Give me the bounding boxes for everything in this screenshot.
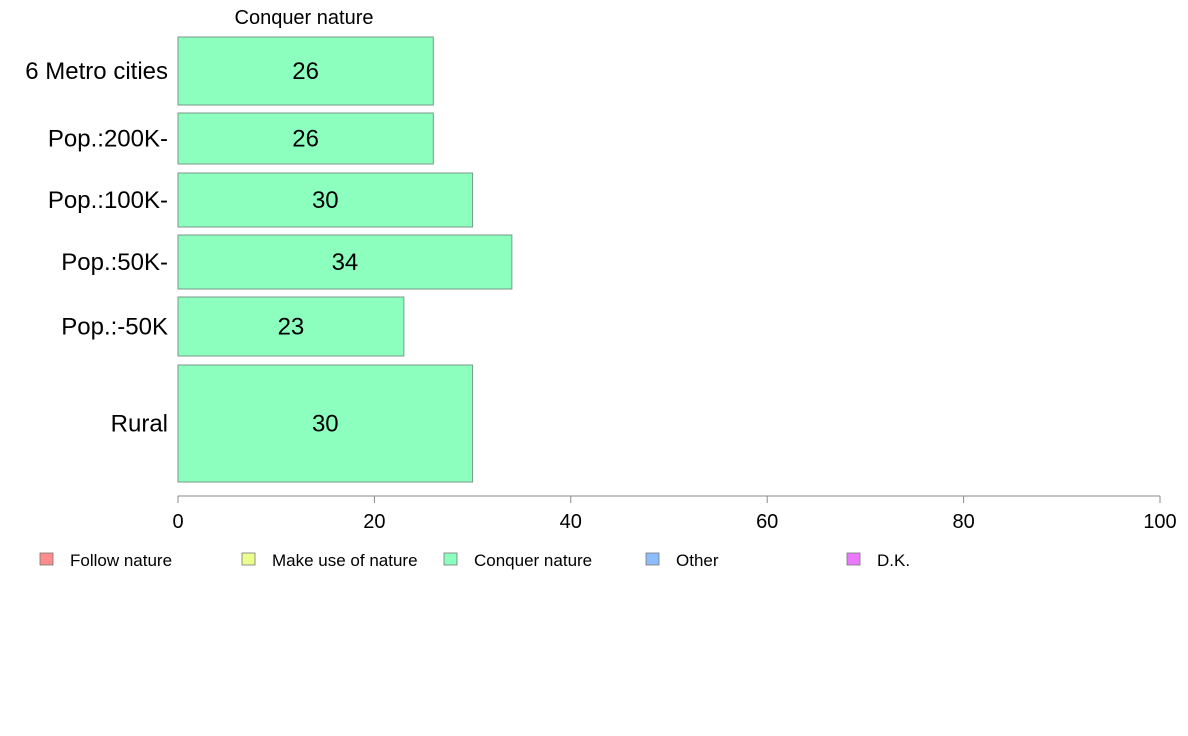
bar xyxy=(177,364,474,483)
x-tick-label: 60 xyxy=(756,511,778,533)
category-label: Pop.:-50K xyxy=(61,314,168,341)
legend-label: Conquer nature xyxy=(474,551,592,570)
bar xyxy=(177,112,434,165)
bar-value-label: 34 xyxy=(332,249,359,276)
legend-swatch xyxy=(846,552,861,566)
category-label: Pop.:200K- xyxy=(48,126,168,153)
legend: Follow nature Make use of nature Conquer n… xyxy=(39,551,910,570)
bar xyxy=(177,36,434,106)
x-axis: 0 20 40 60 80 100 xyxy=(172,495,1177,533)
legend-swatch xyxy=(241,552,256,566)
category-label: Rural xyxy=(111,411,168,438)
x-tick-label: 100 xyxy=(1143,511,1176,533)
legend-label: Other xyxy=(676,551,719,570)
legend-swatch xyxy=(443,552,458,566)
category-label: Pop.:100K- xyxy=(48,187,168,214)
x-tick-label: 40 xyxy=(560,511,582,533)
legend-label: D.K. xyxy=(877,551,910,570)
category-label: 6 Metro cities xyxy=(25,58,168,85)
category-label: Pop.:50K- xyxy=(61,249,168,276)
x-tick-label: 0 xyxy=(172,511,183,533)
bar xyxy=(177,172,474,228)
bar xyxy=(177,296,405,357)
bar-value-label: 23 xyxy=(278,314,305,341)
x-tick-label: 80 xyxy=(952,511,974,533)
chart-title: Conquer nature xyxy=(235,7,374,29)
legend-swatch xyxy=(39,552,54,566)
legend-swatch xyxy=(645,552,660,566)
bars-group: 26 6 Metro cities 26 Pop.:200K- 30 Pop.:100K-… xyxy=(25,36,513,483)
legend-label: Follow nature xyxy=(70,551,172,570)
bar-value-label: 30 xyxy=(312,187,339,214)
bar-value-label: 26 xyxy=(292,58,319,85)
legend-label: Make use of nature xyxy=(272,551,418,570)
bar xyxy=(177,234,513,290)
bar-value-label: 30 xyxy=(312,411,339,438)
bar-value-label: 26 xyxy=(292,126,319,153)
x-tick-label: 20 xyxy=(363,511,385,533)
